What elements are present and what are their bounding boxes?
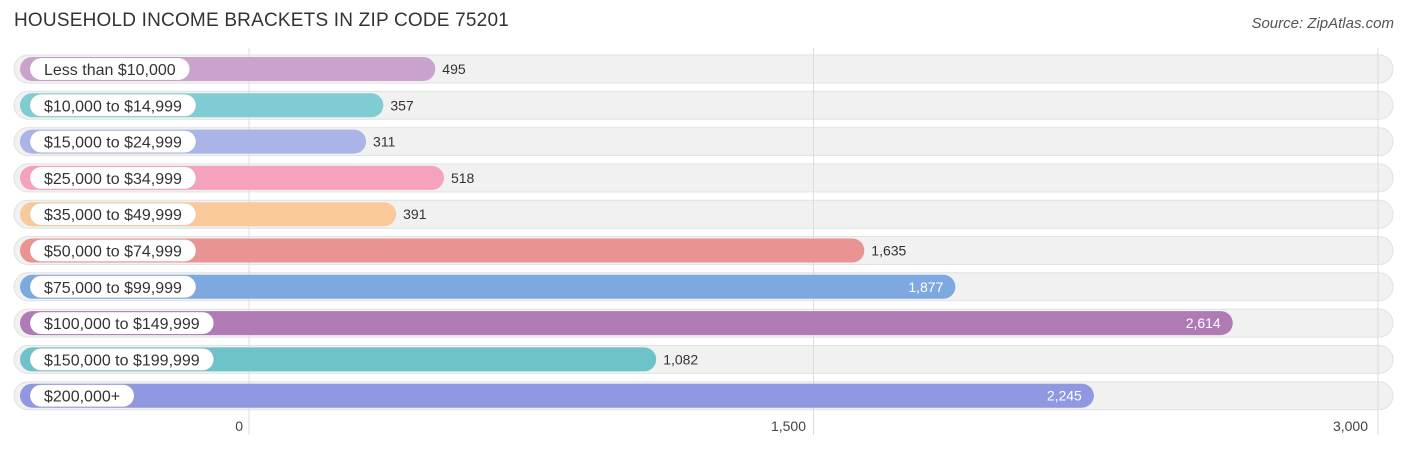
value-label: 1,877 [908, 279, 943, 295]
category-pill [29, 130, 197, 154]
category-pill [29, 275, 197, 299]
category-label: $75,000 to $99,999 [44, 280, 182, 297]
bar [20, 383, 1094, 408]
category-pill [29, 384, 135, 408]
value-label: 1,635 [871, 243, 906, 259]
value-label: 495 [442, 61, 466, 77]
category-label: $25,000 to $34,999 [44, 171, 182, 188]
category-label: $200,000+ [44, 389, 120, 406]
category-pill [29, 166, 197, 190]
value-label: 311 [373, 134, 396, 150]
x-tick-label: 0 [235, 418, 243, 434]
source-note: Source: ZipAtlas.com [1251, 15, 1394, 32]
category-pill [29, 93, 197, 117]
category-pill [29, 347, 215, 371]
bar [20, 311, 1233, 336]
value-label: 518 [451, 170, 475, 186]
value-label: 2,245 [1047, 388, 1082, 404]
bar [20, 238, 865, 263]
category-label: $150,000 to $199,999 [44, 352, 200, 369]
category-pill [29, 57, 191, 81]
value-label: 2,614 [1186, 315, 1221, 331]
category-pill [29, 202, 197, 226]
value-label: 391 [403, 206, 427, 222]
value-label: 1,082 [663, 351, 698, 367]
category-label: $50,000 to $74,999 [44, 244, 182, 261]
value-label: 357 [390, 97, 414, 113]
bar [20, 274, 956, 299]
x-tick-label: 3,000 [1333, 418, 1368, 434]
category-label: Less than $10,000 [44, 62, 176, 79]
category-label: $35,000 to $49,999 [44, 207, 182, 224]
category-label: $15,000 to $24,999 [44, 135, 182, 152]
category-pill [29, 239, 197, 262]
x-tick-label: 1,500 [771, 418, 806, 434]
category-label: $100,000 to $149,999 [44, 316, 200, 333]
chart-title: HOUSEHOLD INCOME BRACKETS IN ZIP CODE 75… [14, 10, 509, 31]
category-pill [29, 311, 215, 335]
category-label: $10,000 to $14,999 [44, 98, 182, 115]
